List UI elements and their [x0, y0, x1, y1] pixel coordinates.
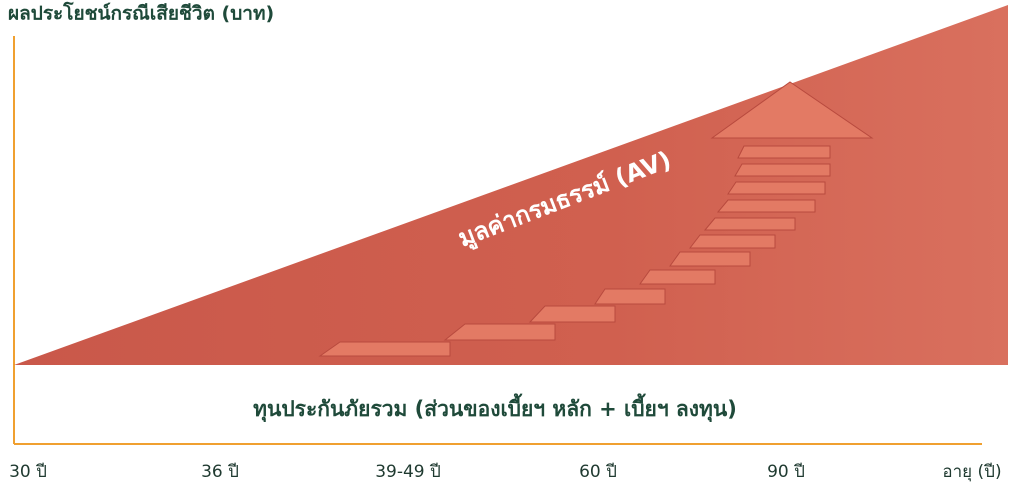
stairs	[318, 81, 874, 357]
x-label: 60 ปี	[579, 462, 617, 482]
x-label: 30 ปี	[9, 462, 47, 482]
x-label: 90 ปี	[767, 462, 805, 482]
x-label: 39-49 ปี	[375, 462, 441, 482]
x-label: อายุ (ปี)	[942, 462, 1001, 482]
av-triangle	[14, 5, 1008, 365]
title: ผลประโยชน์กรณีเสียชีวิต (บาท)	[8, 2, 274, 25]
sum-insured-label: ทุนประกันภัยรวม (ส่วนของเบี้ยฯ หลัก + เบ…	[253, 393, 737, 423]
x-label: 36 ปี	[201, 462, 239, 482]
